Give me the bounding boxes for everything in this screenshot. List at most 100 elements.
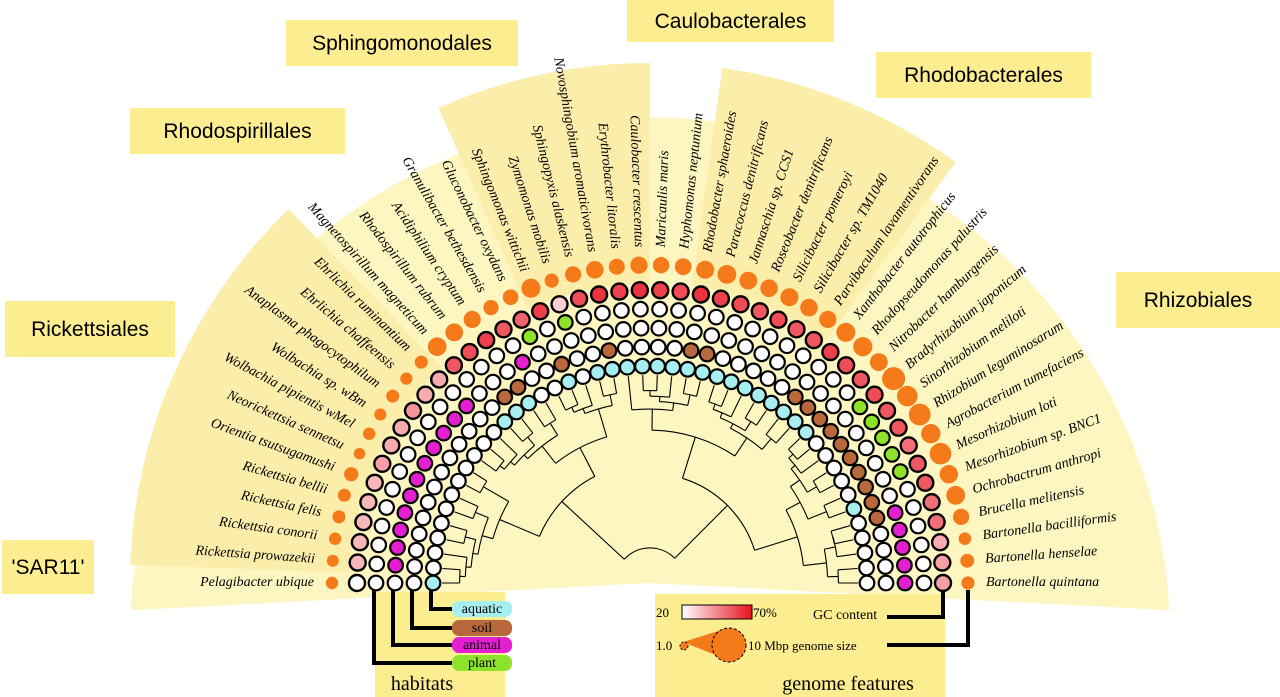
tree-branch [521,418,534,434]
gc-content-marker [836,356,856,375]
tree-branch [696,381,701,397]
habitat-marker [875,541,893,559]
tree-arc [837,569,839,584]
habitat-marker [575,308,593,326]
habitat-marker [858,559,875,577]
genome-size-marker [463,310,481,328]
habitat-marker [810,358,828,376]
habitat-marker [736,379,754,397]
habitat-marker [504,337,522,355]
habitat-marker [759,370,777,388]
tree-branch [744,402,755,419]
habitat-marker [650,319,668,337]
tree-branch [545,402,557,421]
gc-content-label: GC content [813,608,877,623]
habitat-marker [868,509,886,527]
habitat-marker [891,521,908,539]
genome-size-marker [363,427,376,440]
genome-size-marker [696,260,715,279]
habitat-marker [881,487,898,505]
genome-size-marker [328,532,342,545]
habitat-marker [443,486,461,504]
gc-content-marker [350,533,370,552]
habitat-marker [508,403,525,421]
habitat-legend-swatch [452,637,512,653]
gc-content-marker [927,512,946,532]
habitat-marker [872,525,890,543]
tree-arc [790,468,808,493]
group-label-box [1116,272,1280,328]
genome-size-marker [374,408,387,421]
tree-branch [642,375,644,391]
gc-content-marker [569,289,589,308]
gc-connector [887,590,945,619]
tree-branch [830,525,851,532]
habitat-marker [419,413,437,431]
tree-branch [561,501,625,560]
genome-size-marker [427,337,447,357]
habitat-marker [450,435,468,453]
habitat-marker [909,517,927,535]
habitat-marker [833,472,850,490]
gc-content-marker [460,342,479,362]
tree-arc [470,539,477,568]
tree-arc [651,429,736,457]
tree-branch [499,438,518,456]
gc-content-marker [821,342,840,362]
gc-content-marker [691,285,711,304]
genome-features-legend: 20 70% GC content 1.0 10 Mbp genome size… [655,594,945,697]
tree-branch [819,484,834,494]
habitat-marker [798,373,816,391]
tree-arc [713,408,732,418]
habitat-marker [484,373,502,391]
habitat-marker [832,435,850,453]
habitat-marker [698,345,716,363]
habitat-marker [807,435,825,452]
habitat-marker [707,308,725,326]
habitat-marker [584,345,602,363]
habitat-marker [915,574,933,592]
habitat-marker [594,304,611,322]
genome-size-marker [674,258,692,276]
habitat-marker [396,504,414,522]
tree-branch [558,395,567,411]
habitat-marker [847,424,865,442]
habitat-marker [483,399,501,417]
habitat-marker [824,371,842,388]
habitat-marker [851,398,869,416]
genome-size-marker [386,389,400,403]
habitat-marker [475,435,493,452]
genome-size-marker [800,298,818,317]
genome-size-marker [908,403,931,426]
tree-branch [788,438,801,450]
gc-content-marker [804,330,823,350]
tree-arc [459,569,461,584]
group-label: Sphingomonodales [312,32,492,55]
gc-content-marker [589,285,609,304]
habitat-marker [744,320,761,338]
gc-content-marker [477,330,496,350]
gc-content-marker [787,320,806,339]
habitat-marker [509,378,527,396]
tree-arc [514,444,535,466]
habitat-marker [373,517,391,535]
habitat-marker [836,410,854,428]
tree-arc [527,434,558,459]
gc-content-marker [750,302,769,321]
tree-arc [477,517,489,555]
tree-branch [828,511,846,519]
genome-size-marker [882,367,906,391]
habitat-marker [523,370,541,388]
genome-size-marker [961,576,975,590]
habitat-legend-swatch [452,601,512,617]
habitat-marker [857,478,874,496]
habitat-marker [367,574,385,592]
ring-layer [325,256,975,593]
habitat-marker [668,321,686,338]
tree-arc [631,408,673,412]
tree-arc [623,547,676,560]
habitat-marker [812,385,829,402]
habitat-marker [877,558,894,575]
habitat-marker [822,422,840,440]
habitat-marker [408,470,426,488]
